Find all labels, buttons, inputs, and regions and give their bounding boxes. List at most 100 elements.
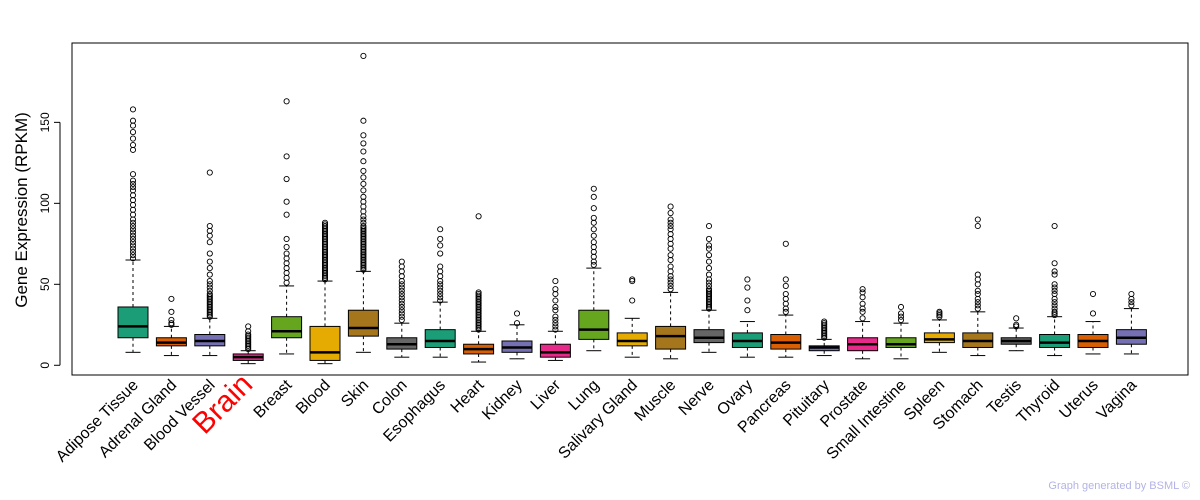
outlier-point <box>667 219 674 226</box>
box-iqr <box>693 329 725 344</box>
outlier-point <box>360 117 367 124</box>
outlier-point <box>705 222 713 230</box>
outlier-point <box>629 297 636 304</box>
outlier-point <box>1051 308 1058 315</box>
outlier-point <box>360 226 367 233</box>
outlier-point <box>936 308 943 315</box>
outlier-point <box>552 307 559 314</box>
outlier-point <box>129 117 137 124</box>
outlier-point <box>398 316 405 323</box>
x-tick-label: Breast <box>251 376 296 421</box>
outlier-point <box>129 129 137 136</box>
outlier-point <box>206 281 213 288</box>
outlier-point <box>206 222 213 230</box>
outlier-point <box>360 140 367 147</box>
outlier-point <box>398 258 405 265</box>
outlier-point <box>552 303 559 311</box>
outlier-point <box>437 297 444 304</box>
outlier-point <box>168 316 175 323</box>
outlier-point <box>1128 290 1135 298</box>
outlier-point <box>283 153 290 160</box>
box-group-skin <box>347 52 379 353</box>
outlier-point <box>1051 302 1058 309</box>
outlier-point <box>129 177 137 184</box>
outlier-point <box>206 284 213 291</box>
outlier-point <box>821 318 828 325</box>
outlier-point <box>552 316 559 323</box>
outlier-point <box>360 174 367 181</box>
outlier-point <box>437 281 444 288</box>
outlier-point <box>475 213 482 220</box>
outlier-point <box>936 310 943 317</box>
outlier-point <box>667 263 674 270</box>
outlier-point <box>206 278 213 285</box>
outlier-point <box>705 282 713 289</box>
outlier-point <box>129 255 137 262</box>
outlier-point <box>1089 310 1097 317</box>
outlier-point <box>360 52 367 60</box>
box-iqr <box>271 316 303 339</box>
box-group-liver <box>539 278 571 361</box>
box-group-uterus <box>1077 290 1109 355</box>
outlier-point <box>859 300 866 307</box>
outlier-point <box>360 180 367 187</box>
box-iqr <box>539 343 571 358</box>
outlier-point <box>590 261 597 268</box>
outlier-point <box>398 284 405 291</box>
outlier-point <box>206 287 213 294</box>
outlier-point <box>667 209 674 217</box>
outlier-point <box>206 239 213 246</box>
box-group-testis <box>1000 315 1032 352</box>
outlier-point <box>705 258 713 265</box>
outlier-point <box>360 167 367 174</box>
outlier-point <box>667 222 674 230</box>
box-group-colon <box>386 258 418 358</box>
outlier-point <box>206 271 213 278</box>
outlier-point <box>1051 222 1058 230</box>
outlier-point <box>1051 281 1058 288</box>
outlier-point <box>513 320 521 327</box>
outlier-point <box>552 297 559 304</box>
outlier-point <box>821 321 828 328</box>
outlier-point <box>129 232 137 239</box>
box-group-kidney <box>501 310 533 360</box>
box-group-ovary <box>731 276 763 358</box>
outlier-point <box>974 305 981 312</box>
outlier-point <box>667 203 674 210</box>
outlier-point <box>782 308 789 315</box>
outlier-point <box>398 287 405 294</box>
outlier-point <box>744 307 751 314</box>
outlier-point <box>705 235 713 243</box>
outlier-point <box>437 263 444 270</box>
outlier-point <box>590 214 597 221</box>
outlier-point <box>360 216 367 223</box>
box-iqr <box>923 332 955 344</box>
outlier-point <box>129 171 137 178</box>
outlier-point <box>782 276 789 283</box>
outlier-point <box>398 281 405 288</box>
outlier-point <box>1128 302 1135 309</box>
outlier-point <box>437 242 444 249</box>
outlier-point <box>129 184 137 191</box>
x-tick-label: Nerve <box>676 377 718 419</box>
outlier-point <box>398 294 405 301</box>
outlier-point <box>667 286 674 293</box>
outlier-point <box>513 310 521 317</box>
outlier-point <box>667 226 674 233</box>
outlier-point <box>667 252 674 259</box>
outlier-point <box>206 290 213 298</box>
outlier-point <box>859 289 866 296</box>
outlier-point <box>129 180 137 187</box>
box-group-prostate <box>847 286 879 360</box>
outlier-point <box>821 320 828 327</box>
outlier-point <box>705 286 713 293</box>
x-tick-label: Uterus <box>1056 377 1101 422</box>
outlier-point <box>1013 323 1020 330</box>
outlier-point <box>321 221 329 228</box>
outlier-point <box>437 235 444 243</box>
outlier-point <box>283 250 290 257</box>
outlier-point <box>782 282 789 289</box>
box-group-esophagus <box>424 226 456 358</box>
outlier-point <box>590 232 597 239</box>
